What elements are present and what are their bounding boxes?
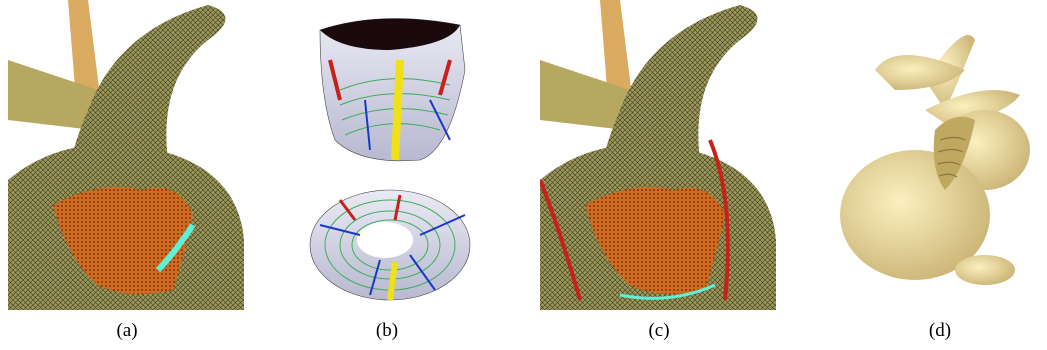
caption-c: (c) — [648, 320, 670, 341]
caption-b: (b) — [375, 320, 399, 341]
caption-d: (d) — [928, 320, 952, 341]
panel-d-image — [835, 0, 1040, 310]
panel-a-image — [8, 0, 246, 310]
panel-b-image — [300, 0, 475, 310]
caption-a: (a) — [116, 320, 138, 341]
panel-c-image — [540, 0, 778, 310]
